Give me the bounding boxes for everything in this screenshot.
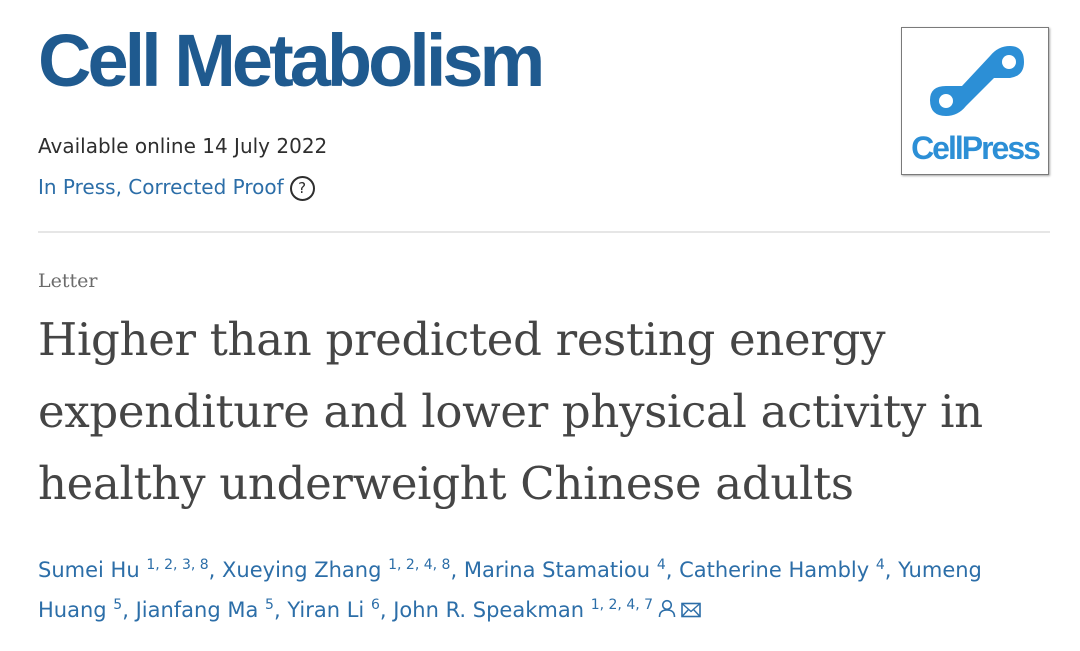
- author-affiliations[interactable]: 4: [656, 557, 666, 573]
- author-list: Sumei Hu 1, 2, 3, 8, Xueying Zhang 1, 2,…: [38, 550, 1038, 631]
- article-type: Letter: [38, 270, 98, 292]
- author-name[interactable]: Xueying Zhang: [222, 558, 382, 582]
- cellpress-logo-text: CellPress: [911, 130, 1041, 166]
- journal-title[interactable]: Cell Metabolism: [38, 19, 545, 102]
- article-title: Higher than predicted resting energy exp…: [38, 313, 983, 510]
- author-separator: ,: [273, 598, 288, 622]
- author-name[interactable]: Yumeng Huang: [38, 558, 982, 622]
- author-name[interactable]: Yiran Li: [287, 598, 365, 622]
- author-name[interactable]: Catherine Hambly: [679, 558, 870, 582]
- author-affiliations[interactable]: 1, 2, 4, 8: [388, 557, 451, 573]
- author-affiliations[interactable]: 1, 2, 3, 8: [146, 557, 209, 573]
- author-affiliations[interactable]: 1, 2, 4, 7: [590, 597, 654, 613]
- author-name[interactable]: Marina Stamatiou: [463, 558, 651, 582]
- author-affiliations[interactable]: 6: [370, 597, 380, 613]
- availability-date: Available online 14 July 2022: [38, 134, 328, 158]
- author-separator: ,: [884, 558, 899, 582]
- author-name[interactable]: John R. Speakman: [393, 598, 585, 622]
- author-affiliations[interactable]: 5: [113, 597, 123, 613]
- author-name[interactable]: Jianfang Ma: [135, 598, 259, 622]
- person-icon[interactable]: [657, 591, 677, 631]
- author-separator: ,: [665, 558, 680, 582]
- envelope-icon[interactable]: [681, 591, 701, 631]
- help-icon[interactable]: ?: [289, 176, 315, 201]
- author-separator: ,: [379, 598, 394, 622]
- header-divider: [38, 231, 1050, 233]
- author-names: Sumei Hu 1, 2, 3, 8, Xueying Zhang 1, 2,…: [38, 558, 982, 622]
- author-affiliations[interactable]: 4: [875, 557, 885, 573]
- author-separator: ,: [208, 558, 223, 582]
- author-name[interactable]: Sumei Hu: [38, 558, 140, 582]
- publication-status: In Press, Corrected Proof?: [38, 175, 315, 201]
- author-affiliations[interactable]: 5: [265, 597, 274, 613]
- status-link[interactable]: In Press, Corrected Proof: [38, 175, 284, 199]
- author-separator: ,: [122, 598, 136, 622]
- cellpress-mark-icon: [930, 46, 1024, 116]
- cellpress-logo[interactable]: CellPress: [901, 27, 1049, 175]
- author-separator: ,: [450, 558, 464, 582]
